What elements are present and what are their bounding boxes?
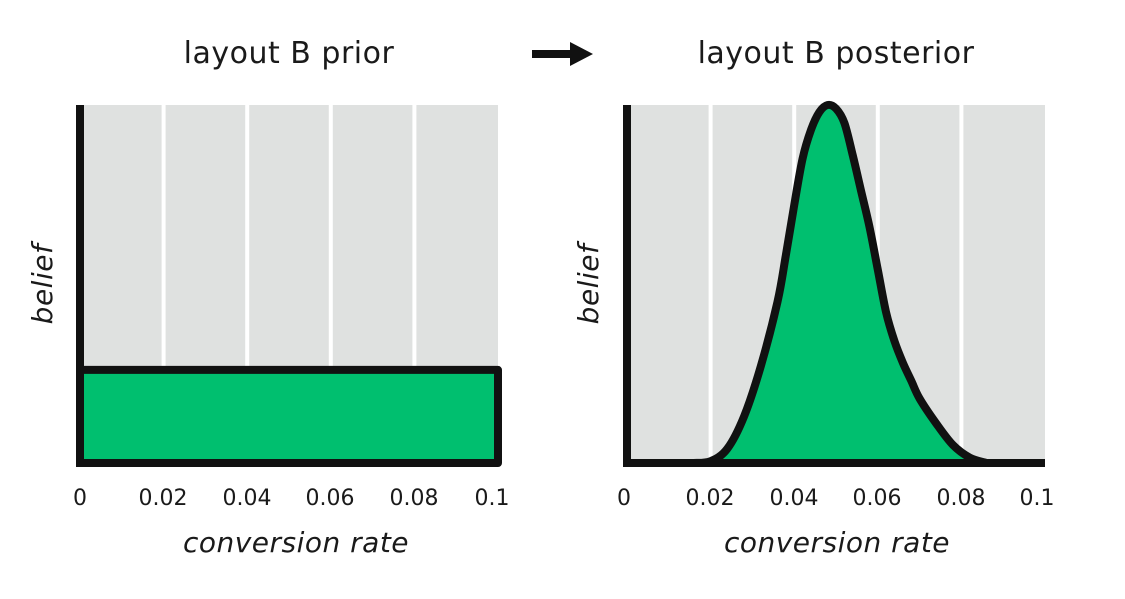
posterior-x-tick-label: 0.1 <box>1020 486 1055 511</box>
posterior-chart-title: layout B posterior <box>698 36 975 71</box>
prior-x-tick-label: 0.1 <box>475 486 510 511</box>
prior-belief-area <box>76 365 502 467</box>
posterior-x-tick-label: 0.06 <box>853 486 902 511</box>
posterior-x-tick-label: 0.02 <box>686 486 735 511</box>
prior-x-tick-label: 0.08 <box>390 486 439 511</box>
posterior-chart: layout B posterior 0 0.02 0.04 0.06 0.08… <box>572 36 1055 559</box>
posterior-x-axis-label: conversion rate <box>724 526 950 559</box>
prior-x-tick-label: 0.04 <box>223 486 272 511</box>
posterior-belief-area <box>689 100 991 467</box>
prior-chart-title: layout B prior <box>184 36 395 71</box>
prior-x-tick-label: 0 <box>73 486 87 511</box>
prior-chart: layout B prior 0 0.02 0.04 0.06 0.08 0.1… <box>26 36 510 559</box>
posterior-x-tick-label: 0 <box>617 486 631 511</box>
prior-y-axis-label: belief <box>26 240 59 324</box>
arrow-right-icon <box>532 42 593 66</box>
prior-x-axis-label: conversion rate <box>183 526 409 559</box>
posterior-y-axis-label: belief <box>572 240 605 324</box>
posterior-x-tick-label: 0.08 <box>937 486 986 511</box>
posterior-x-tick-label: 0.04 <box>770 486 819 511</box>
prior-x-tick-label: 0.06 <box>306 486 355 511</box>
prior-x-tick-label: 0.02 <box>139 486 188 511</box>
